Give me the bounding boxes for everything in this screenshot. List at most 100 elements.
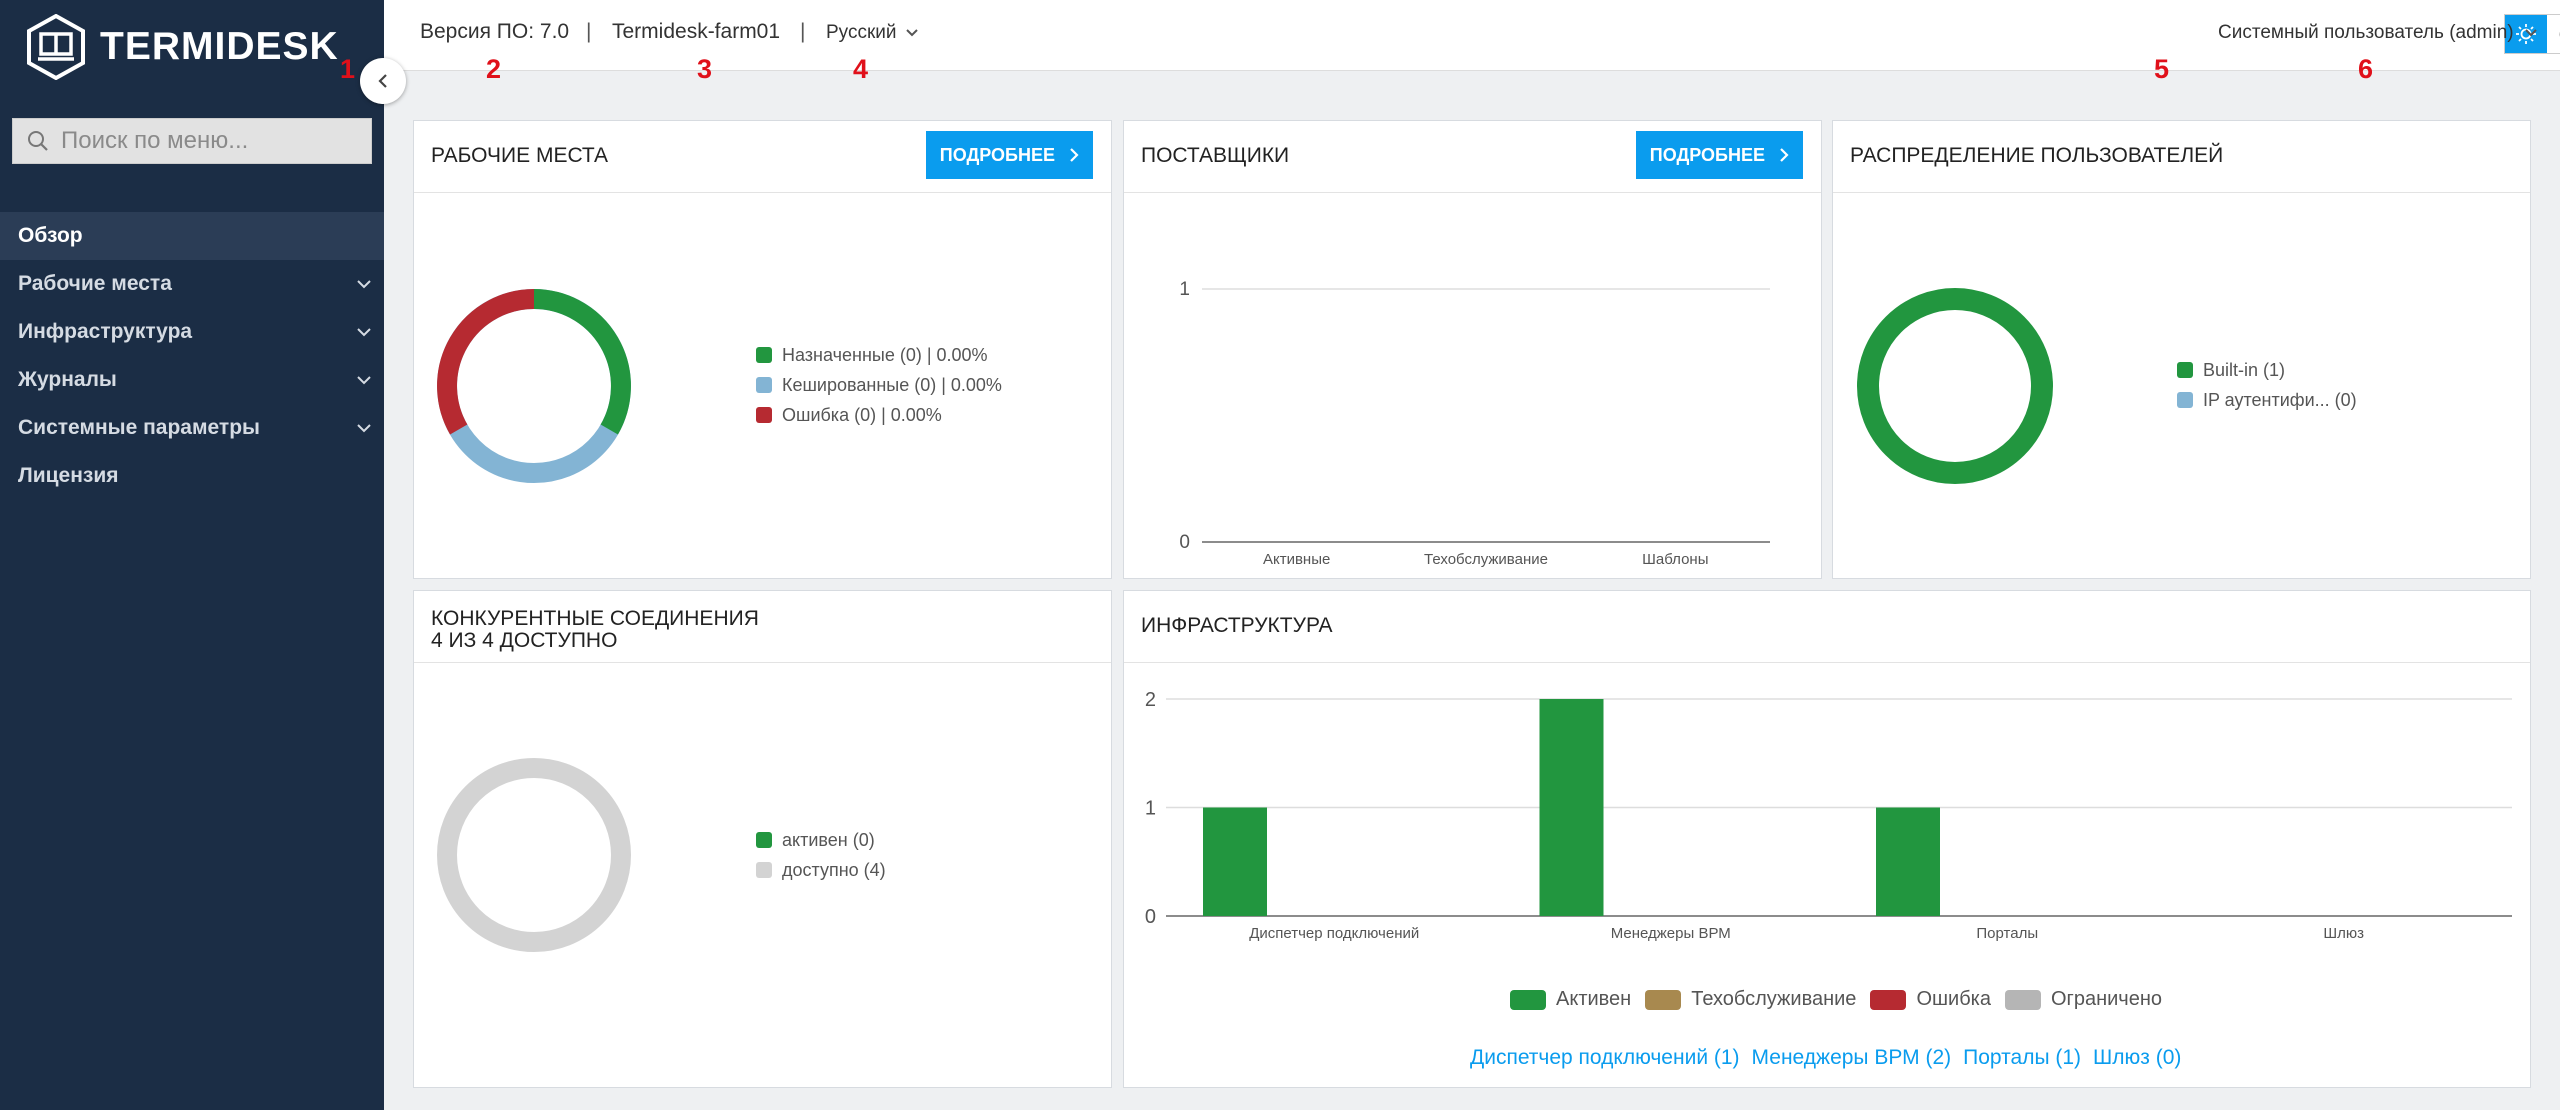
- chevron-down-icon: [357, 280, 371, 289]
- annotation-marker-1: 1: [340, 54, 356, 84]
- y-tick-label: 1: [1145, 798, 1156, 820]
- sidebar-item-system-settings[interactable]: Системные параметры: [0, 404, 384, 452]
- link-connection-dispatcher[interactable]: Диспетчер подключений (1): [1470, 1046, 1740, 1069]
- top-header: Версия ПО: 7.0 | Termidesk-farm01 | Русс…: [384, 0, 2560, 71]
- sidebar-item-workplaces[interactable]: Рабочие места: [0, 260, 384, 308]
- annotation-marker-6: 6: [2358, 54, 2374, 84]
- legend-label: Активен: [1556, 988, 1632, 1010]
- annotation-marker-3: 3: [697, 54, 713, 84]
- link-gateway[interactable]: Шлюз (0): [2093, 1046, 2182, 1069]
- providers-chart: 0 1 Активные Техобслуживание Шаблоны: [1179, 279, 1770, 568]
- donut-slice-available: [437, 758, 631, 952]
- legend-swatch: [2177, 392, 2193, 408]
- y-tick-label: 2: [1145, 689, 1156, 711]
- user-name: Системный пользователь (admin): [2218, 22, 2514, 43]
- workplaces-card: РАБОЧИЕ МЕСТА ПОДРОБНЕЕ Назначенные (0) …: [413, 120, 1112, 579]
- theme-toggle: [2504, 14, 2560, 54]
- legend-swatch: [756, 407, 772, 423]
- legend-swatch: [2177, 362, 2193, 378]
- bar: [1539, 699, 1604, 916]
- y-tick-label: 0: [1179, 532, 1190, 553]
- chevron-left-icon: [378, 74, 387, 88]
- card-title: РАСПРЕДЕЛЕНИЕ ПОЛЬЗОВАТЕЛЕЙ: [1850, 144, 2224, 167]
- legend-item: IP аутентифи... (0): [2177, 385, 2357, 415]
- sidebar-item-overview[interactable]: Обзор: [0, 212, 384, 260]
- chevron-down-icon: [905, 29, 918, 37]
- card-header: РАБОЧИЕ МЕСТА ПОДРОБНЕЕ: [414, 121, 1111, 193]
- legend-item: Ошибка (0) | 0.00%: [756, 400, 1002, 430]
- sidebar-item-label: Обзор: [18, 224, 83, 247]
- card-title-line-1: КОНКУРЕНТНЫЕ СОЕДИНЕНИЯ: [431, 607, 759, 630]
- x-tick-label: Активные: [1263, 551, 1330, 568]
- donut-slice-error: [437, 289, 535, 435]
- workplaces-donut-chart: [437, 289, 631, 483]
- sidebar-collapse-button[interactable]: [360, 58, 406, 104]
- workplaces-more-button[interactable]: ПОДРОБНЕЕ: [925, 131, 1093, 179]
- header-separator: |: [586, 20, 592, 43]
- legend-item-error[interactable]: Ошибка: [1870, 988, 1991, 1011]
- card-header: КОНКУРЕНТНЫЕ СОЕДИНЕНИЯ 4 ИЗ 4 ДОСТУПНО: [414, 591, 1111, 663]
- menu-search[interactable]: [12, 118, 372, 164]
- chevron-down-icon: [357, 424, 371, 433]
- card-title: РАБОЧИЕ МЕСТА: [431, 144, 609, 167]
- sun-icon: [2516, 24, 2536, 44]
- sidebar-item-infrastructure[interactable]: Инфраструктура: [0, 308, 384, 356]
- legend-swatch: [756, 862, 772, 878]
- y-tick-label: 1: [1179, 279, 1190, 300]
- infrastructure-card: ИНФРАСТРУКТУРА 0 1 2 Диспетчер подключений М…: [1123, 590, 2531, 1088]
- logo-text: TERMIDESK: [100, 25, 339, 68]
- annotation-marker-2: 2: [486, 54, 502, 84]
- legend-item-active[interactable]: Активен: [1510, 988, 1631, 1011]
- sidebar-item-logs[interactable]: Журналы: [0, 356, 384, 404]
- sidebar-item-label: Журналы: [18, 368, 117, 391]
- chevron-right-icon: [1780, 148, 1789, 162]
- sidebar-item-label: Рабочие места: [18, 272, 172, 295]
- search-input[interactable]: [59, 126, 363, 156]
- legend-item: доступно (4): [756, 855, 886, 885]
- legend-item: Кешированные (0) | 0.00%: [756, 370, 1002, 400]
- providers-card: ПОСТАВЩИКИ ПОДРОБНЕЕ 0 1 Активные Техобслуж…: [1123, 120, 1822, 579]
- sidebar-item-label: Лицензия: [18, 464, 119, 487]
- header-separator: |: [800, 20, 806, 43]
- legend-swatch: [1645, 989, 1682, 1010]
- infrastructure-bar-chart: 0 1 2 Диспетчер подключений Менеджеры ВРМ Пор…: [1145, 689, 2512, 942]
- users-legend: Built-in (1) IP аутентифи... (0): [2177, 355, 2357, 415]
- user-menu[interactable]: Системный пользователь (admin): [2218, 22, 2538, 44]
- light-theme-button[interactable]: [2505, 15, 2547, 53]
- button-label: ПОДРОБНЕЕ: [939, 144, 1055, 165]
- providers-more-button[interactable]: ПОДРОБНЕЕ: [1635, 131, 1803, 179]
- termidesk-logo-icon: [27, 14, 85, 80]
- legend-swatch: [2004, 989, 2041, 1010]
- software-version: Версия ПО: 7.0: [420, 20, 570, 43]
- x-tick-label: Менеджеры ВРМ: [1611, 925, 1731, 942]
- logo[interactable]: TERMIDESK: [26, 14, 339, 80]
- legend-label: Назначенные (0) | 0.00%: [782, 344, 988, 365]
- legend-item-maintenance[interactable]: Техобслуживание: [1645, 988, 1856, 1011]
- legend-label: IP аутентифи... (0): [2203, 389, 2357, 410]
- concurrent-connections-card: КОНКУРЕНТНЫЕ СОЕДИНЕНИЯ 4 ИЗ 4 ДОСТУПНО …: [413, 590, 1112, 1088]
- dark-theme-button[interactable]: [2547, 15, 2560, 53]
- infrastructure-links: Диспетчер подключений (1) Менеджеры ВРМ …: [1470, 1046, 2181, 1070]
- card-header: ИНФРАСТРУКТУРА: [1124, 591, 2530, 663]
- language-select[interactable]: Русский: [826, 22, 919, 44]
- sidebar-item-license[interactable]: Лицензия: [0, 452, 384, 500]
- legend-swatch: [1510, 989, 1546, 1010]
- bar: [1876, 807, 1940, 916]
- legend-item: активен (0): [756, 825, 886, 855]
- legend-item: Built-in (1): [2177, 355, 2357, 385]
- sidebar-item-label: Инфраструктура: [18, 320, 193, 343]
- link-vdi-managers[interactable]: Менеджеры ВРМ (2): [1751, 1046, 1952, 1069]
- card-header: РАСПРЕДЕЛЕНИЕ ПОЛЬЗОВАТЕЛЕЙ: [1833, 121, 2530, 193]
- chevron-down-icon: [357, 376, 371, 385]
- card-title: ИНФРАСТРУКТУРА: [1141, 614, 1333, 637]
- legend-swatch: [756, 832, 772, 848]
- card-title: КОНКУРЕНТНЫЕ СОЕДИНЕНИЯ 4 ИЗ 4 ДОСТУПНО: [431, 608, 759, 652]
- button-label: ПОДРОБНЕЕ: [1649, 144, 1765, 165]
- x-tick-label: Диспетчер подключений: [1249, 925, 1419, 942]
- legend-swatch: [756, 377, 772, 393]
- x-tick-label: Порталы: [1976, 925, 2038, 942]
- link-portals[interactable]: Порталы (1): [1963, 1046, 2082, 1069]
- connections-legend: активен (0) доступно (4): [756, 825, 886, 885]
- legend-item-limited[interactable]: Ограничено: [2004, 988, 2162, 1011]
- language-value: Русский: [826, 22, 897, 43]
